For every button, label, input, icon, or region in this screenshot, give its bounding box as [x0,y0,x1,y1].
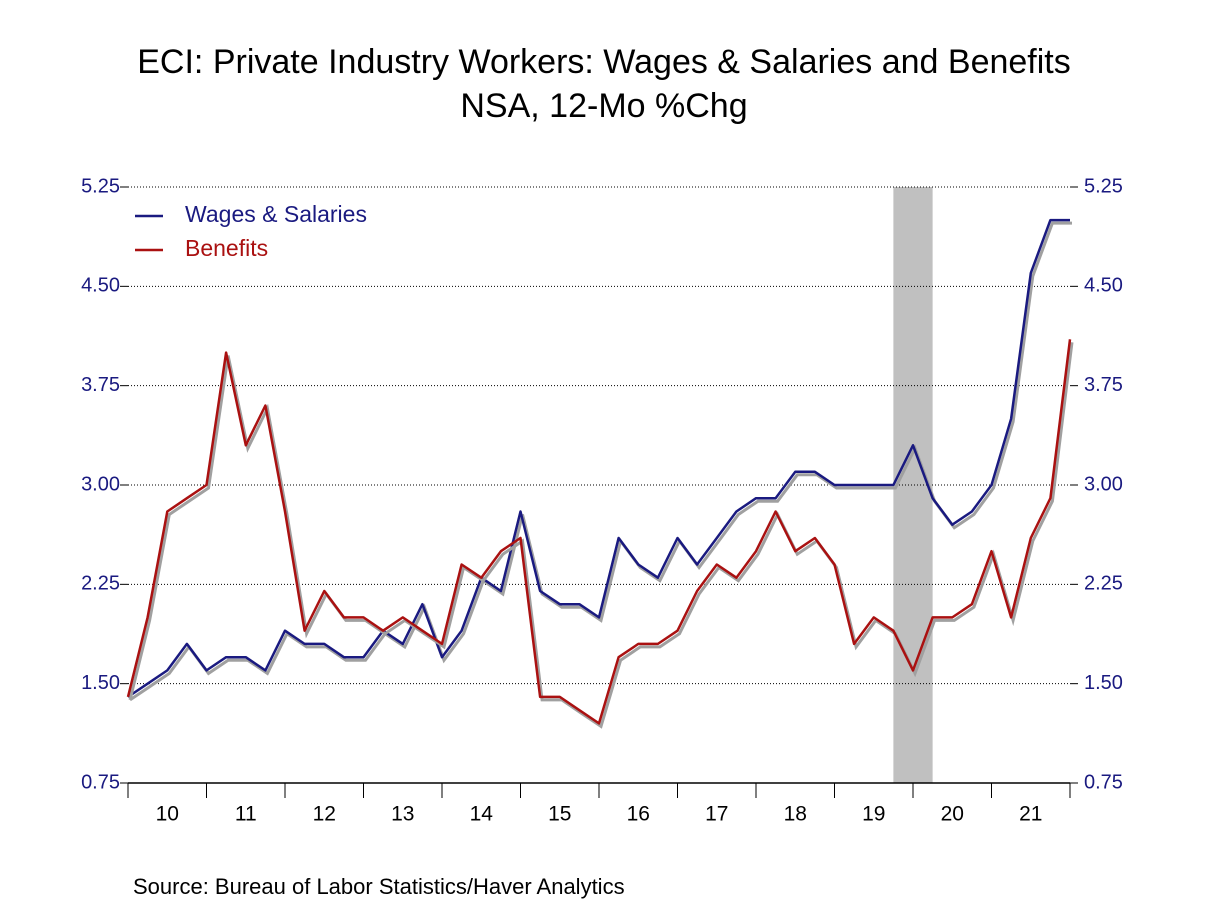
x-tick-label: 17 [705,803,728,826]
x-tick-label: 15 [548,803,571,826]
chart-subtitle: NSA, 12-Mo %Chg [460,87,747,125]
series-line [127,218,1070,698]
series-line [126,339,1072,725]
line-shadow [128,342,1074,729]
legend-label: Benefits [185,235,268,261]
y2-tick-label: 4.50 [1084,275,1123,297]
y-tick-label: 2.25 [81,573,120,595]
y-tick-label: 3.75 [81,374,120,396]
y2-tick-label: 5.25 [1084,175,1123,197]
y-tick-label: 1.50 [81,672,120,694]
y2-tick-label: 2.25 [1084,573,1123,595]
x-tick-label: 13 [391,803,414,826]
y-tick-label: 4.50 [81,275,120,297]
y2-tick-label: 0.75 [1084,771,1123,793]
x-tick-label: 14 [470,803,494,826]
x-tick-label: 18 [784,803,807,826]
x-tick-label: 12 [313,803,336,826]
y2-tick-label: 3.00 [1084,473,1123,495]
y-tick-label: 3.00 [81,473,120,495]
y2-tick-label: 3.75 [1084,374,1123,396]
y-tick-label: 5.25 [81,175,120,197]
x-tick-label: 10 [156,803,179,826]
source-note: Source: Bureau of Labor Statistics/Haver… [133,874,625,899]
x-tick-label: 19 [862,803,885,826]
x-tick-label: 16 [627,803,650,826]
x-tick-label: 20 [941,803,964,826]
x-tick-label: 21 [1019,803,1042,826]
y-tick-label: 0.75 [81,771,120,793]
chart-title: ECI: Private Industry Workers: Wages & S… [137,43,1071,81]
legend-label: Wages & Salaries [185,201,367,227]
y2-tick-label: 1.50 [1084,672,1123,694]
x-tick-label: 11 [235,803,257,826]
